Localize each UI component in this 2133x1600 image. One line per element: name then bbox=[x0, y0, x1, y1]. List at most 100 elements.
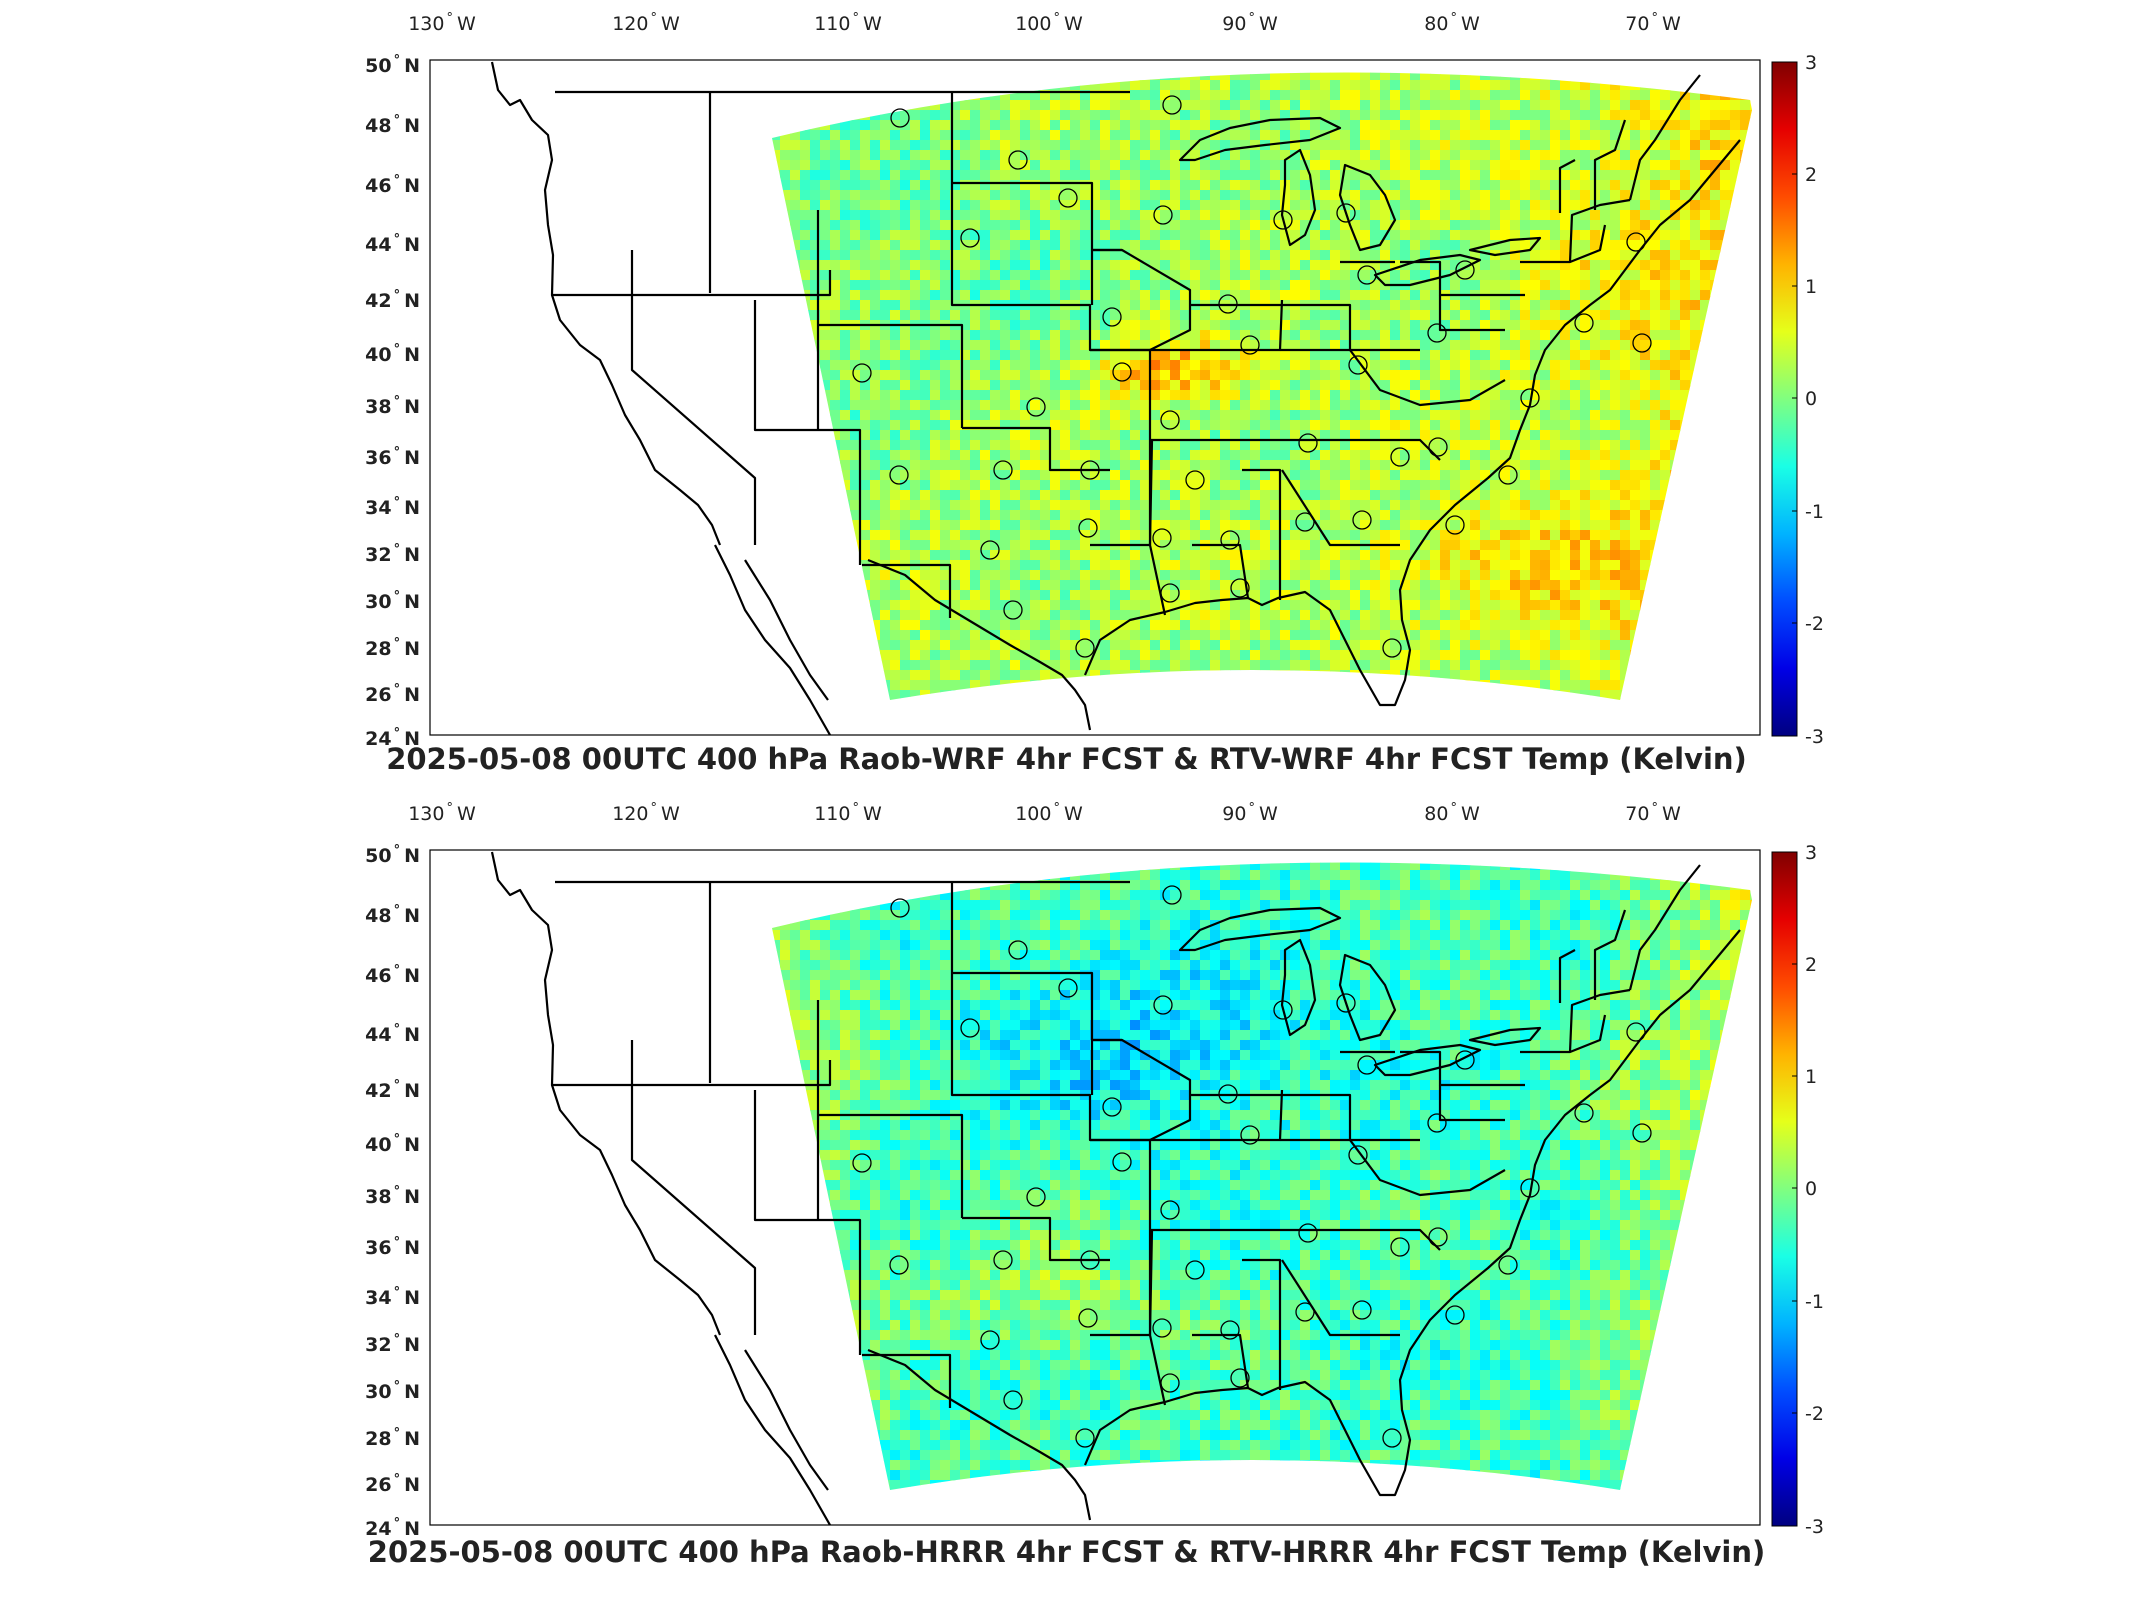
state-boundary bbox=[1628, 74, 1701, 201]
latitude-label: 36 ° N bbox=[365, 445, 420, 469]
colorbar-tick-label: 1 bbox=[1805, 276, 1817, 298]
state-boundary bbox=[1290, 303, 1420, 352]
latitude-label: 50 ° N bbox=[365, 843, 420, 867]
raob-station-marker bbox=[1498, 1255, 1518, 1275]
longitude-label: 100 ° W bbox=[1015, 11, 1083, 35]
raob-station-marker bbox=[889, 465, 909, 485]
raob-station-marker bbox=[1026, 397, 1046, 417]
state-boundary bbox=[630, 1040, 757, 1335]
raob-station-marker bbox=[1008, 150, 1028, 170]
raob-station-marker bbox=[1445, 1305, 1465, 1325]
raob-station-marker bbox=[1295, 1302, 1315, 1322]
map-panel-hrrr: 130 ° W 120 ° W 110 ° W 100 ° W 90 ° W 80 ° W 70 ° W 50 ° N 48 ° N… bbox=[0, 790, 2133, 1600]
raob-station-marker bbox=[1220, 530, 1240, 550]
temperature-field bbox=[772, 862, 1752, 1490]
raob-station-marker bbox=[1295, 512, 1315, 532]
map-border bbox=[429, 59, 1761, 736]
raob-station-marker bbox=[1273, 210, 1293, 230]
colorbar-tick-label: 3 bbox=[1805, 842, 1817, 864]
state-boundary bbox=[630, 250, 757, 545]
raob-station-marker bbox=[1160, 1373, 1180, 1393]
latitude-label: 38 ° N bbox=[365, 1184, 420, 1208]
latitude-label: 50 ° N bbox=[365, 53, 420, 77]
latitude-label: 28 ° N bbox=[365, 1426, 420, 1450]
raob-station-marker bbox=[1382, 638, 1402, 658]
latitude-label: 24 ° N bbox=[365, 1516, 420, 1540]
longitude-label: 120 ° W bbox=[612, 801, 680, 825]
latitude-label: 30 ° N bbox=[365, 1379, 420, 1403]
latitude-label: 46 ° N bbox=[365, 173, 420, 197]
longitude-label: 130 ° W bbox=[408, 11, 476, 35]
raob-station-marker bbox=[1152, 528, 1172, 548]
latitude-label: 32 ° N bbox=[365, 1332, 420, 1356]
colorbar bbox=[1771, 851, 1798, 1527]
raob-station-marker bbox=[1102, 307, 1122, 327]
latitude-label: 42 ° N bbox=[365, 1078, 420, 1102]
state-boundary bbox=[818, 323, 964, 428]
raob-station-marker bbox=[1520, 1178, 1540, 1198]
state-boundary bbox=[1520, 1014, 1607, 1054]
raob-station-marker bbox=[1632, 333, 1652, 353]
state-boundary bbox=[950, 92, 1152, 545]
raob-station-marker bbox=[1273, 1000, 1293, 1020]
latitude-label: 34 ° N bbox=[365, 495, 420, 519]
raob-station-marker bbox=[1427, 1113, 1447, 1133]
raob-station-marker bbox=[1390, 447, 1410, 467]
state-boundary bbox=[1242, 468, 1282, 600]
raob-station-marker bbox=[1162, 95, 1182, 115]
raob-station-marker bbox=[1008, 940, 1028, 960]
raob-station-marker bbox=[980, 1330, 1000, 1350]
latitude-label: 36 ° N bbox=[365, 1235, 420, 1259]
colorbar-tick-label: -3 bbox=[1805, 1516, 1824, 1538]
state-boundary bbox=[1290, 1093, 1420, 1142]
state-boundary bbox=[1281, 469, 1400, 547]
state-boundary bbox=[962, 1216, 1110, 1262]
raob-station-marker bbox=[993, 1250, 1013, 1270]
great-lake bbox=[1178, 116, 1342, 162]
raob-station-marker bbox=[1298, 433, 1318, 453]
colorbar-tick-label: 3 bbox=[1805, 52, 1817, 74]
raob-station-marker bbox=[1382, 1428, 1402, 1448]
raob-station-marker bbox=[1428, 437, 1448, 457]
state-boundary bbox=[1558, 949, 1576, 1003]
raob-station-marker bbox=[1218, 1084, 1238, 1104]
state-boundary bbox=[1438, 1085, 1505, 1122]
latitude-label: 44 ° N bbox=[365, 1022, 420, 1046]
longitude-label: 80 ° W bbox=[1424, 11, 1480, 35]
colorbar-tick-label: 0 bbox=[1805, 1178, 1817, 1200]
colorbar-tick-label: -2 bbox=[1805, 613, 1824, 635]
raob-station-marker bbox=[1352, 1300, 1372, 1320]
raob-station-marker bbox=[980, 540, 1000, 560]
great-lake bbox=[1468, 1026, 1542, 1047]
raob-station-marker bbox=[1455, 260, 1475, 280]
map-figure-wrf: 130 ° W 120 ° W 110 ° W 100 ° W 90 ° W 80 ° W 70 ° W 50 ° N 48 ° N… bbox=[365, 11, 1824, 750]
colorbar-tick-label: 2 bbox=[1805, 954, 1817, 976]
great-lake bbox=[1373, 253, 1482, 287]
boundary-lines bbox=[490, 851, 1741, 1526]
raob-station-marker bbox=[1427, 323, 1447, 343]
raob-station-marker bbox=[1240, 1125, 1260, 1145]
raob-station-marker bbox=[1102, 1097, 1122, 1117]
colorbar bbox=[1771, 61, 1798, 737]
raob-station-marker bbox=[1632, 1123, 1652, 1143]
longitude-label: 110 ° W bbox=[814, 11, 882, 35]
map-title-wrf: 2025-05-08 00UTC 400 hPa Raob-WRF 4hr FC… bbox=[386, 742, 1747, 776]
longitude-label: 100 ° W bbox=[1015, 801, 1083, 825]
state-boundary bbox=[551, 270, 832, 297]
temperature-field bbox=[772, 72, 1752, 700]
raob-station-marker bbox=[890, 898, 910, 918]
state-boundary bbox=[1628, 864, 1701, 991]
map-panel-wrf: 130 ° W 120 ° W 110 ° W 100 ° W 90 ° W 80 ° W 70 ° W 50 ° N 48 ° N… bbox=[0, 0, 2133, 790]
state-boundary bbox=[818, 1113, 964, 1218]
latitude-label: 48 ° N bbox=[365, 903, 420, 927]
state-boundary bbox=[950, 882, 1152, 1335]
raob-station-marker bbox=[1390, 1237, 1410, 1257]
baja-coastline bbox=[714, 1334, 831, 1526]
raob-station-marker bbox=[1445, 515, 1465, 535]
state-boundary bbox=[1593, 119, 1627, 210]
state-boundary bbox=[1349, 1139, 1506, 1197]
map-title-hrrr: 2025-05-08 00UTC 400 hPa Raob-HRRR 4hr F… bbox=[367, 1535, 1766, 1569]
raob-station-marker bbox=[1162, 885, 1182, 905]
raob-station-marker bbox=[1160, 1200, 1180, 1220]
map-border bbox=[429, 849, 1761, 1526]
